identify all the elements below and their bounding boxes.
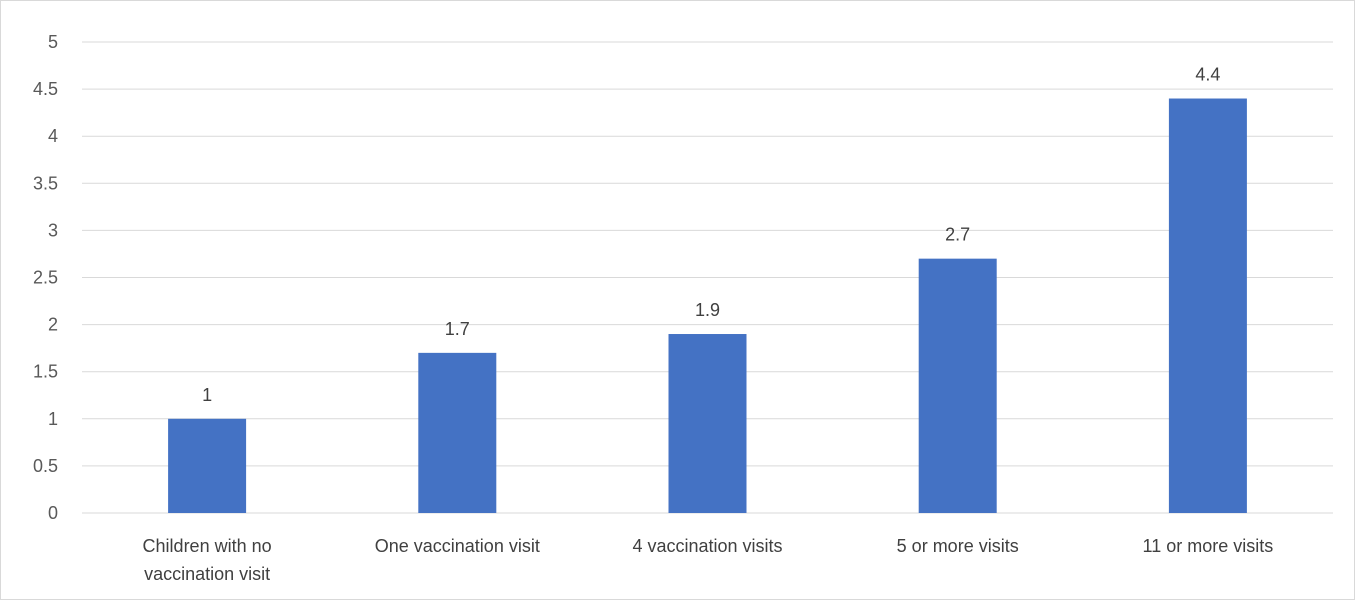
data-label: 1: [202, 385, 212, 405]
bar: [1168, 98, 1247, 514]
bar: [168, 418, 247, 513]
y-tick-label: 5: [48, 32, 58, 52]
data-label: 4.4: [1195, 65, 1220, 85]
y-tick-label: 0.5: [33, 456, 58, 476]
x-category-label: One vaccination visit: [375, 536, 540, 556]
y-tick-label: 1: [48, 409, 58, 429]
x-category-label: 11 or more visits: [1143, 536, 1274, 556]
bar: [918, 258, 997, 513]
x-category-label: Children with no: [143, 536, 272, 556]
y-tick-label: 0: [48, 503, 58, 523]
data-label: 1.7: [445, 319, 470, 339]
y-tick-label: 4: [48, 126, 58, 146]
y-tick-label: 2.5: [33, 268, 58, 288]
bar: [418, 352, 497, 513]
y-tick-label: 4.5: [33, 79, 58, 99]
bar: [668, 334, 747, 513]
y-tick-label: 1.5: [33, 362, 58, 382]
x-category-label: 5 or more visits: [897, 536, 1019, 556]
data-label: 2.7: [945, 225, 970, 245]
y-tick-label: 3.5: [33, 173, 58, 193]
data-label: 1.9: [695, 300, 720, 320]
y-tick-label: 2: [48, 315, 58, 335]
y-tick-label: 3: [48, 220, 58, 240]
x-category-label: 4 vaccination visits: [632, 536, 782, 556]
x-category-label: vaccination visit: [144, 564, 270, 584]
